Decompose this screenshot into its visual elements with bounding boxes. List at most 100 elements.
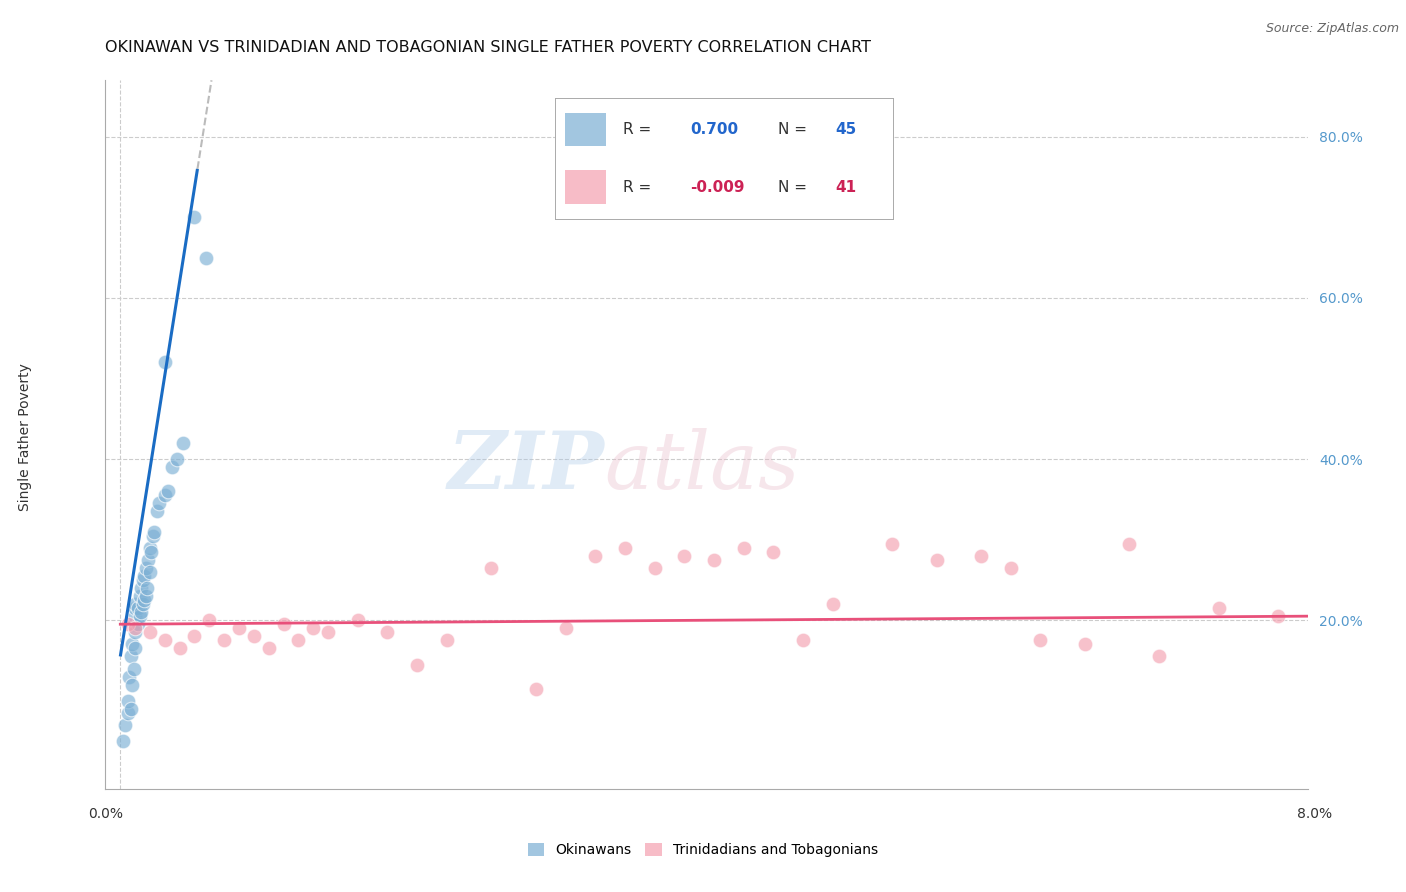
Point — [703, 553, 725, 567]
Point — [644, 561, 666, 575]
Point — [117, 706, 139, 720]
Point — [733, 541, 755, 555]
Text: -0.009: -0.009 — [690, 179, 745, 194]
Point — [129, 581, 152, 595]
Point — [143, 524, 166, 539]
Point — [138, 553, 160, 567]
Point — [153, 633, 176, 648]
Point — [212, 633, 235, 648]
Point — [124, 621, 146, 635]
Point — [132, 593, 155, 607]
Point — [124, 609, 146, 624]
Point — [127, 601, 149, 615]
Point — [195, 251, 218, 265]
Point — [243, 629, 266, 643]
Text: 0.700: 0.700 — [690, 122, 738, 137]
Bar — [565, 112, 606, 146]
Text: ZIP: ZIP — [447, 428, 605, 506]
Text: 8.0%: 8.0% — [1298, 807, 1331, 821]
Point — [183, 629, 205, 643]
Point — [131, 573, 153, 587]
Text: Single Father Poverty: Single Father Poverty — [18, 363, 32, 511]
Point — [162, 460, 183, 475]
Text: R =: R = — [623, 179, 651, 194]
Point — [1029, 633, 1052, 648]
Point — [142, 528, 165, 542]
Point — [128, 609, 150, 624]
Point — [131, 597, 153, 611]
Point — [554, 621, 576, 635]
Point — [148, 496, 170, 510]
Point — [198, 613, 221, 627]
Point — [377, 625, 399, 640]
Point — [1000, 561, 1022, 575]
Point — [112, 734, 135, 748]
Point — [762, 544, 785, 558]
Point — [118, 670, 141, 684]
Text: 45: 45 — [835, 122, 856, 137]
Point — [121, 637, 143, 651]
Point — [124, 641, 146, 656]
Text: 0.0%: 0.0% — [89, 807, 122, 821]
Point — [406, 657, 429, 672]
Point — [139, 541, 162, 555]
Text: Source: ZipAtlas.com: Source: ZipAtlas.com — [1265, 22, 1399, 36]
Point — [821, 597, 844, 611]
Point — [583, 549, 606, 563]
Point — [114, 718, 136, 732]
Legend: Okinawans, Trinidadians and Tobagonians: Okinawans, Trinidadians and Tobagonians — [522, 838, 884, 863]
Point — [141, 544, 163, 558]
Point — [146, 504, 169, 518]
Point — [124, 597, 146, 611]
Text: atlas: atlas — [605, 428, 800, 506]
Point — [273, 617, 295, 632]
Point — [792, 633, 814, 648]
Point — [122, 661, 145, 675]
Text: R =: R = — [623, 122, 651, 137]
Text: N =: N = — [778, 122, 807, 137]
Point — [479, 561, 502, 575]
Point — [316, 625, 339, 640]
Text: N =: N = — [778, 179, 807, 194]
Point — [1147, 649, 1170, 664]
Point — [129, 605, 152, 619]
Point — [172, 436, 194, 450]
Point — [1074, 637, 1097, 651]
Point — [1118, 536, 1140, 550]
Point — [673, 549, 696, 563]
Point — [153, 355, 176, 369]
Point — [117, 617, 139, 632]
Point — [346, 613, 368, 627]
Point — [139, 625, 162, 640]
Point — [122, 617, 145, 632]
Point — [257, 641, 280, 656]
Point — [228, 621, 250, 635]
Point — [1267, 609, 1289, 624]
Point — [136, 581, 159, 595]
Text: 41: 41 — [835, 179, 856, 194]
Point — [121, 678, 143, 692]
Point — [132, 569, 155, 583]
Point — [925, 553, 948, 567]
Point — [183, 211, 205, 225]
Bar — [565, 170, 606, 204]
Point — [436, 633, 458, 648]
Point — [117, 694, 139, 708]
Point — [970, 549, 993, 563]
Point — [153, 488, 176, 502]
Point — [135, 561, 157, 575]
Point — [139, 565, 162, 579]
Point — [127, 617, 149, 632]
Point — [880, 536, 903, 550]
Point — [1208, 601, 1230, 615]
Point — [169, 641, 191, 656]
Point — [120, 702, 142, 716]
Text: OKINAWAN VS TRINIDADIAN AND TOBAGONIAN SINGLE FATHER POVERTY CORRELATION CHART: OKINAWAN VS TRINIDADIAN AND TOBAGONIAN S… — [105, 40, 872, 55]
Point — [613, 541, 636, 555]
Point — [524, 681, 547, 696]
Point — [156, 484, 179, 499]
Point — [124, 601, 146, 615]
Point — [287, 633, 309, 648]
Point — [135, 589, 157, 603]
Point — [128, 589, 150, 603]
